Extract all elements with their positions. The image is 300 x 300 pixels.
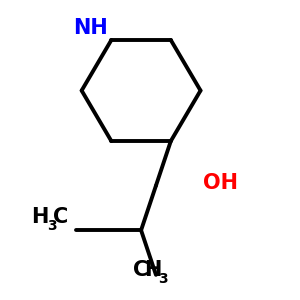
Text: H: H (144, 260, 162, 280)
Text: NH: NH (73, 18, 108, 38)
Text: OH: OH (203, 173, 238, 193)
Text: C: C (134, 260, 149, 280)
Text: C: C (53, 207, 68, 227)
Text: 3: 3 (159, 272, 168, 286)
Text: 3: 3 (47, 219, 57, 232)
Text: H: H (31, 207, 49, 227)
